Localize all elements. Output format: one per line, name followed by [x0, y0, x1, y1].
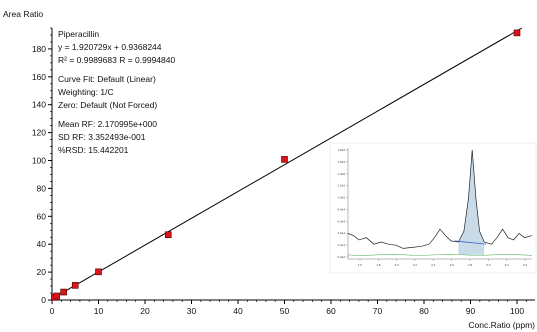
data-point: [53, 292, 60, 300]
inset-x-ticks: 1.6 1.8 2.0 2.2 2.4 2.6 2.8 3.0 3.2 3.4: [358, 259, 528, 267]
y-tick-label: 140: [32, 100, 46, 110]
inset-y-tick-label: 4.0e4: [337, 231, 345, 235]
inset-y-tick-label: 1.0e5: [337, 196, 345, 200]
inset-x-tick-label: 3.2: [505, 263, 510, 267]
fit-info-line: Curve Fit: Default (Linear): [58, 74, 156, 84]
inset-y-tick-label: 0.0e0: [337, 255, 345, 259]
chromatogram-inset: 0.0e0 2.0e4 4.0e4 6.0e4 8.0e4 1.0e5 1.2e5 1.4e5…: [329, 142, 537, 274]
x-tick-label: 0: [50, 306, 55, 316]
fit-info-line: Piperacillin: [58, 29, 99, 39]
inset-x-tick-label: 2.0: [395, 263, 400, 267]
data-point: [60, 288, 67, 296]
x-tick-label: 20: [140, 306, 150, 316]
data-point: [164, 231, 172, 239]
y-tick-label: 100: [32, 156, 46, 166]
x-tick-label: 40: [233, 306, 243, 316]
inset-x-tick-label: 2.2: [413, 263, 418, 267]
data-point: [95, 268, 102, 276]
y-tick-label: 180: [32, 44, 46, 54]
x-tick-label: 70: [373, 306, 383, 316]
x-axis-title: Conc.Ratio (ppm): [468, 320, 535, 330]
inset-y-ticks: 0.0e0 2.0e4 4.0e4 6.0e4 8.0e4 1.0e5 1.2e5 1.4e5…: [337, 148, 348, 259]
data-point: [281, 156, 288, 163]
inset-y-tick-label: 8.0e4: [337, 207, 345, 211]
inset-y-tick-label: 6.0e4: [337, 219, 345, 223]
data-point: [513, 29, 521, 37]
inset-y-tick-label: 1.8e5: [337, 148, 345, 152]
inset-peak-fill: [458, 150, 485, 255]
inset-x-tick-label: 2.4: [431, 263, 436, 267]
x-tick-label: 90: [466, 306, 476, 316]
y-tick-label: 40: [37, 239, 47, 249]
x-tick-label: 60: [326, 306, 336, 316]
data-points: [51, 29, 521, 301]
x-tick-label: 10: [94, 306, 104, 316]
y-axis-title: Area Ratio: [3, 9, 43, 19]
fit-info-line: R² = 0.9989683 R = 0.9994840: [58, 55, 175, 65]
inset-trace: [347, 149, 533, 249]
inset-x-tick-label: 3.4: [523, 263, 528, 267]
x-tick-label: 100: [510, 306, 524, 316]
y-tick-group: 0 20 40 60 80 100 120 140 160 180: [32, 27, 52, 305]
y-tick-label: 20: [37, 267, 47, 277]
inset-frame: [329, 142, 537, 274]
inset-x-tick-label: 1.8: [376, 263, 381, 267]
fit-info-line: y = 1.920729x + 0.9368244: [58, 42, 162, 52]
inset-reference-trace: [347, 253, 533, 256]
fit-info: Piperacillin y = 1.920729x + 0.9368244 R² …: [58, 29, 175, 155]
x-tick-label: 50: [280, 306, 290, 316]
fit-info-line: Mean RF: 2.170995e+000: [58, 119, 157, 129]
y-tick-label: 160: [32, 72, 46, 82]
fit-info-line: Zero: Default (Not Forced): [58, 100, 157, 110]
x-tick-label: 30: [187, 306, 197, 316]
fit-info-line: %RSD: 15.442201: [58, 145, 129, 155]
regression-line: [51, 27, 523, 300]
y-tick-label: 0: [41, 295, 46, 305]
y-tick-label: 120: [32, 128, 46, 138]
y-tick-label: 80: [37, 183, 47, 193]
data-point: [71, 282, 79, 289]
inset-x-tick-label: 2.8: [468, 263, 473, 267]
inset-y-tick-label: 1.2e5: [337, 184, 345, 188]
y-tick-label: 60: [37, 211, 47, 221]
inset-y-tick-label: 1.4e5: [337, 172, 345, 176]
inset-y-tick-label: 1.6e5: [337, 160, 345, 164]
fit-info-line: SD RF: 3.352493e-001: [58, 132, 146, 142]
inset-peak-baseline: [454, 240, 487, 245]
x-tick-group: 0 10 20 30 40 50 60 70 80 90 100: [50, 300, 527, 316]
x-tick-label: 80: [419, 306, 429, 316]
inset-x-tick-label: 1.6: [358, 263, 363, 267]
fit-info-line: Weighting: 1/C: [58, 87, 114, 97]
inset-x-tick-label: 2.6: [450, 263, 455, 267]
inset-x-tick-label: 3.0: [486, 263, 491, 267]
inset-y-tick-label: 2.0e4: [337, 243, 345, 247]
